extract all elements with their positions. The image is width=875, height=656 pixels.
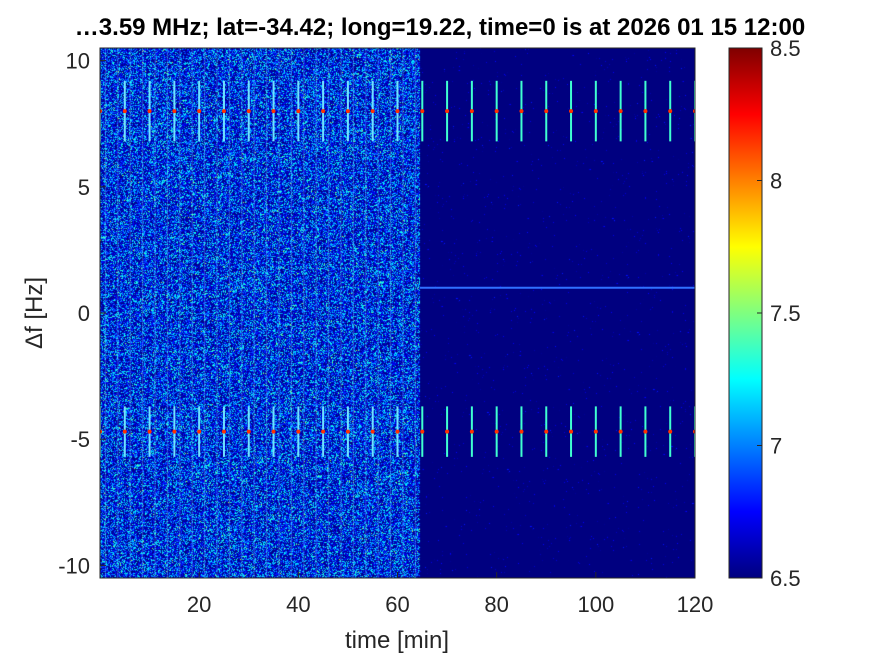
colorbar-tick-label: 6.5 xyxy=(770,566,801,591)
pulse-peak xyxy=(668,109,673,114)
pulse-peak xyxy=(321,429,326,434)
x-tick-label: 100 xyxy=(577,592,614,617)
pulse-peak xyxy=(197,109,202,114)
pulse-peak xyxy=(271,429,276,434)
pulse-peak xyxy=(221,109,226,114)
y-tick-label: 10 xyxy=(66,49,90,74)
pulse-peak xyxy=(420,109,425,114)
pulse-peak xyxy=(122,109,127,114)
pulse-peak xyxy=(593,109,598,114)
pulse-peak xyxy=(544,109,549,114)
pulse-peak xyxy=(147,109,152,114)
x-tick-label: 120 xyxy=(677,592,714,617)
colorbar-tick-label: 7 xyxy=(770,434,782,459)
x-tick-label: 40 xyxy=(286,592,310,617)
pulse-peak xyxy=(395,109,400,114)
pulse-peak xyxy=(122,429,127,434)
pulse-peak xyxy=(246,429,251,434)
pulse-peak xyxy=(221,429,226,434)
x-axis-label: time [min] xyxy=(345,627,449,654)
colorbar-tick-label: 8 xyxy=(770,169,782,194)
y-axis: -10 -5 0 5 10 xyxy=(58,49,106,578)
x-tick-label: 80 xyxy=(484,592,508,617)
pulse-peak xyxy=(469,109,474,114)
pulse-peak xyxy=(271,109,276,114)
pulse-peak xyxy=(544,429,549,434)
x-tick-label: 20 xyxy=(187,592,211,617)
pulse-peak xyxy=(618,109,623,114)
y-tick-label: 0 xyxy=(78,301,90,326)
pulse-peak xyxy=(593,429,598,434)
pulse-peak xyxy=(519,109,524,114)
pulse-peak xyxy=(395,429,400,434)
pulse-peak xyxy=(494,429,499,434)
pulse-peak xyxy=(345,429,350,434)
pulse-peak xyxy=(147,429,152,434)
y-tick-label: 5 xyxy=(78,175,90,200)
y-axis-label: Δf [Hz] xyxy=(21,277,48,349)
pulse-peak xyxy=(643,109,648,114)
y-tick-label: -5 xyxy=(70,427,90,452)
pulse-peak xyxy=(469,429,474,434)
pulse-peak xyxy=(569,109,574,114)
x-tick-label: 60 xyxy=(385,592,409,617)
pulse-peak xyxy=(345,109,350,114)
pulse-peak xyxy=(643,429,648,434)
pulse-peak xyxy=(445,109,450,114)
pulse-peak xyxy=(172,109,177,114)
chart-title: …3.59 MHz; lat=-34.42; long=19.22, time=… xyxy=(74,14,806,41)
heatmap-plot-area xyxy=(99,47,696,579)
title-area: …3.59 MHz; lat=-34.42; long=19.22, time=… xyxy=(0,0,875,46)
pulse-peak xyxy=(370,109,375,114)
pulse-peak xyxy=(321,109,326,114)
pulse-peak xyxy=(445,429,450,434)
pulse-peak xyxy=(296,109,301,114)
colorbar: 6.5 7 7.5 8 8.5 xyxy=(728,36,801,591)
pulse-peak xyxy=(569,429,574,434)
pulse-peak xyxy=(668,429,673,434)
pulse-peak xyxy=(296,429,301,434)
pulse-peak xyxy=(420,429,425,434)
colorbar-tick-label: 8.5 xyxy=(770,36,801,61)
y-tick-label: -10 xyxy=(58,553,90,578)
pulse-peak xyxy=(618,429,623,434)
pulse-peak xyxy=(494,109,499,114)
colorbar-gradient xyxy=(728,47,763,579)
colorbar-tick-label: 7.5 xyxy=(770,301,801,326)
pulse-peak xyxy=(370,429,375,434)
pulse-peak xyxy=(172,429,177,434)
pulse-peak xyxy=(197,429,202,434)
pulse-peak xyxy=(246,109,251,114)
pulse-peak xyxy=(519,429,524,434)
x-axis: 20 40 60 80 100 120 xyxy=(187,572,713,617)
